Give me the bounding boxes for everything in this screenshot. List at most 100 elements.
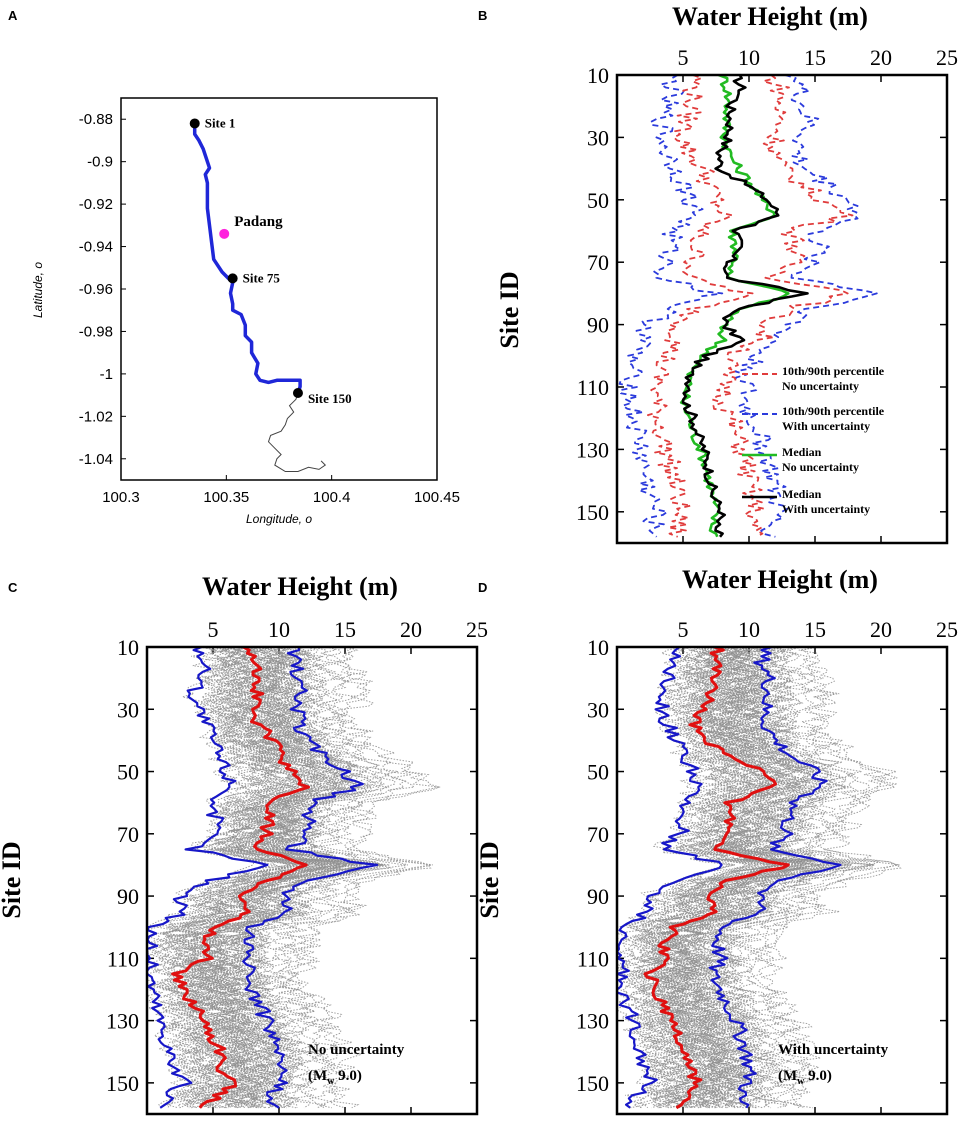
panel-d-title: Water Height (m) — [682, 565, 878, 594]
map-ytick-label: -1.04 — [79, 451, 113, 468]
panel-c-ytick-label: 150 — [106, 1071, 139, 1096]
panel-c-ytick-label: 90 — [117, 884, 139, 909]
series-line-red — [647, 75, 754, 538]
panel-c-series — [147, 647, 441, 1109]
coastal-route — [192, 123, 302, 394]
map-ytick-label: -1.02 — [79, 408, 113, 425]
ensemble-scenario-line — [178, 647, 313, 1109]
legend-label-black-2: With uncertainty — [782, 502, 870, 516]
panel-c-annotation-1: No uncertainty — [308, 1042, 405, 1058]
site-marker — [227, 273, 238, 284]
panel-b-frame — [615, 73, 949, 545]
ensemble-scenario-line — [669, 647, 801, 1109]
panel-c-ytick-label: 130 — [106, 1009, 139, 1034]
site-markers: Site 1 Site 75 Site 150 — [189, 115, 352, 406]
panel-c-xtick-label: 10 — [268, 617, 290, 642]
panel-c-xtick-label: 15 — [334, 617, 356, 642]
ensemble-scenario-line — [248, 647, 390, 1109]
map-xtick-label: 100.45 — [414, 489, 460, 506]
panel-d-annotation-2: (Mw 9.0) — [778, 1068, 832, 1087]
panel-b-ticks: 5 10 15 20 25 10 30 50 70 90 110 130 150 — [576, 45, 958, 543]
map-ytick-label: -0.94 — [79, 239, 113, 256]
map-ytick-label: -0.98 — [79, 323, 113, 340]
panel-d-ytick-label: 90 — [587, 884, 609, 909]
ensemble-scenario-line — [227, 647, 355, 1109]
panel-b-series — [618, 75, 878, 538]
ensemble-no-uncertainty-panel: Water Height (m) 5 10 15 20 25 10 30 50 70 90 110 1… — [0, 572, 488, 1116]
site-marker — [189, 118, 200, 129]
series-line-blue — [618, 75, 724, 538]
panel-b-ytick-label: 70 — [587, 250, 609, 275]
ensemble-scenario-line — [159, 647, 304, 1109]
panel-c-ytick-label: 70 — [117, 822, 139, 847]
panel-d-xtick-label: 15 — [804, 617, 826, 642]
panel-d-frame — [615, 645, 949, 1116]
panel-b-ytick-label: 90 — [587, 313, 609, 338]
ensemble-scenario-line — [287, 647, 441, 1109]
ensemble-scenario-line — [182, 647, 320, 1109]
site-label: Site 1 — [205, 115, 236, 130]
panel-b-ytick-label: 130 — [576, 437, 609, 462]
panel-c-ytick-label: 10 — [117, 635, 139, 660]
legend-label-blue-1: 10th/90th percentile — [782, 404, 885, 418]
map-ytick-label: -0.96 — [79, 281, 113, 298]
panel-b-legend: 10th/90th percentile No uncertainty 10th… — [742, 364, 885, 516]
legend-label-green-1: Median — [782, 445, 822, 459]
map-ytick-label: -1 — [100, 366, 113, 383]
panel-b-ytick-label: 10 — [587, 63, 609, 88]
panel-d-ytick-label: 10 — [587, 635, 609, 660]
ensemble-scenario-line — [675, 647, 820, 1109]
ensemble-scenario-line — [151, 647, 286, 1109]
ensemble-with-uncertainty-panel: Water Height (m) 5 10 15 20 25 10 30 50 70 90 110 1… — [475, 565, 958, 1116]
panel-label-d: D — [478, 580, 487, 595]
ensemble-scenario-line — [652, 647, 797, 1109]
panel-c-annotation-2: (Mw 9.0) — [308, 1068, 362, 1087]
panel-b-ytick-label: 50 — [587, 188, 609, 213]
site-label: Site 75 — [243, 270, 281, 285]
median-line — [643, 647, 790, 1110]
site-label: Site 150 — [308, 391, 352, 406]
site-marker — [292, 387, 303, 398]
map-ticks: 100.3 100.35 100.4 100.45 -0.88 -0.9 -0.92 -0.9… — [79, 111, 460, 506]
panel-d-xtick-label: 20 — [870, 617, 892, 642]
panel-c-xtick-label: 25 — [466, 617, 488, 642]
ensemble-scenario-line — [278, 647, 433, 1109]
panel-c-title: Water Height (m) — [202, 572, 398, 601]
ensemble-scenario-line — [176, 647, 325, 1109]
panel-b-ytick-label: 150 — [576, 500, 609, 525]
ensemble-scenario-line — [224, 647, 363, 1109]
percentile-line — [147, 647, 269, 1109]
ensemble-scenario-line — [621, 647, 751, 1109]
percentile-line — [242, 647, 379, 1109]
panel-label-a: A — [8, 8, 18, 23]
percentile-line — [708, 647, 842, 1109]
percentile-panel: Water Height (m) 5 10 15 20 25 10 30 50 70 90 110 1… — [495, 2, 958, 545]
panel-c-ticks: 5 10 15 20 25 10 30 50 70 90 110 130 150 — [106, 617, 488, 1114]
map-panel: 100.3 100.35 100.4 100.45 -0.88 -0.9 -0.92 -0.9… — [31, 97, 460, 526]
legend-label-red-1: 10th/90th percentile — [782, 364, 885, 378]
ensemble-scenario-line — [637, 647, 781, 1108]
ensemble-scenario-line — [617, 647, 735, 1109]
panel-b-xtick-label: 25 — [936, 45, 958, 70]
map-xtick-label: 100.3 — [102, 489, 140, 506]
panel-d-ytick-label: 30 — [587, 697, 609, 722]
legend-label-green-2: No uncertainty — [782, 460, 859, 474]
panel-c-ytick-label: 30 — [117, 697, 139, 722]
panel-d-xtick-label: 10 — [738, 617, 760, 642]
panel-d-ylabel: Site ID — [475, 841, 504, 918]
legend-label-blue-2: With uncertainty — [782, 419, 870, 433]
panel-b-xtick-label: 5 — [678, 45, 689, 70]
ensemble-scenario-line — [190, 647, 328, 1109]
ensemble-scenario-line — [672, 647, 806, 1109]
ensemble-scenario-line — [711, 647, 851, 1109]
legend-label-black-1: Median — [782, 487, 822, 501]
ensemble-scenario-line — [711, 647, 854, 1109]
ensemble-scenario-line — [240, 647, 386, 1109]
percentile-line — [617, 647, 723, 1109]
map-ytick-label: -0.9 — [87, 154, 113, 171]
panel-c-xtick-label: 20 — [400, 617, 422, 642]
ensemble-scenario-line — [156, 647, 297, 1109]
map-xtick-label: 100.4 — [313, 489, 351, 506]
ensemble-scenario-line — [147, 647, 277, 1108]
